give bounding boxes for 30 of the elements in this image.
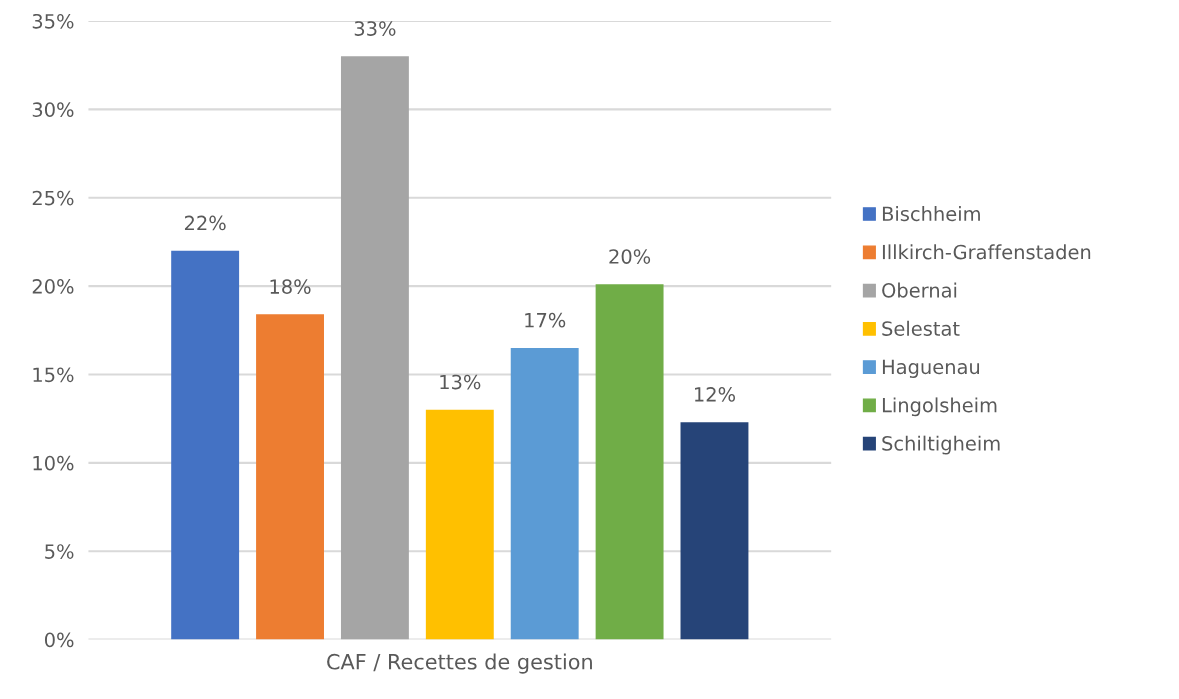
legend-label: Illkirch-Graffenstaden bbox=[882, 244, 1091, 260]
data-label: 12% bbox=[695, 387, 736, 402]
data-label: 33% bbox=[354, 21, 396, 36]
data-label: 22% bbox=[184, 215, 226, 231]
y-tick-label: 0% bbox=[44, 632, 74, 648]
bar bbox=[256, 314, 324, 640]
bar bbox=[595, 284, 664, 640]
data-label: 18% bbox=[270, 279, 311, 294]
data-label: 20% bbox=[609, 249, 651, 264]
legend-label: Obernai bbox=[882, 282, 957, 298]
bar bbox=[510, 347, 579, 640]
y-tick-label: 10% bbox=[33, 455, 74, 471]
y-tick-label: 15% bbox=[33, 367, 74, 383]
bar bbox=[425, 409, 494, 640]
legend-label: Lingolsheim bbox=[882, 397, 997, 417]
data-label: 17% bbox=[525, 312, 566, 328]
y-tick-label: 30% bbox=[32, 102, 74, 118]
y-tick-label: 25% bbox=[32, 190, 74, 206]
legend-label: Bischheim bbox=[882, 206, 980, 222]
data-label: 13% bbox=[440, 374, 481, 390]
x-tick-label: CAF / Recettes de gestion bbox=[327, 653, 592, 674]
y-tick-label: 20% bbox=[32, 279, 74, 294]
y-tick-label: 5% bbox=[45, 544, 74, 559]
bar bbox=[171, 250, 240, 640]
legend-label: Haguenau bbox=[882, 359, 980, 378]
bar bbox=[680, 422, 749, 640]
legend-label: Schiltigheim bbox=[882, 435, 1000, 455]
legend-label: Selestat bbox=[882, 320, 960, 336]
bar bbox=[340, 56, 409, 640]
y-tick-label: 35% bbox=[32, 13, 74, 29]
